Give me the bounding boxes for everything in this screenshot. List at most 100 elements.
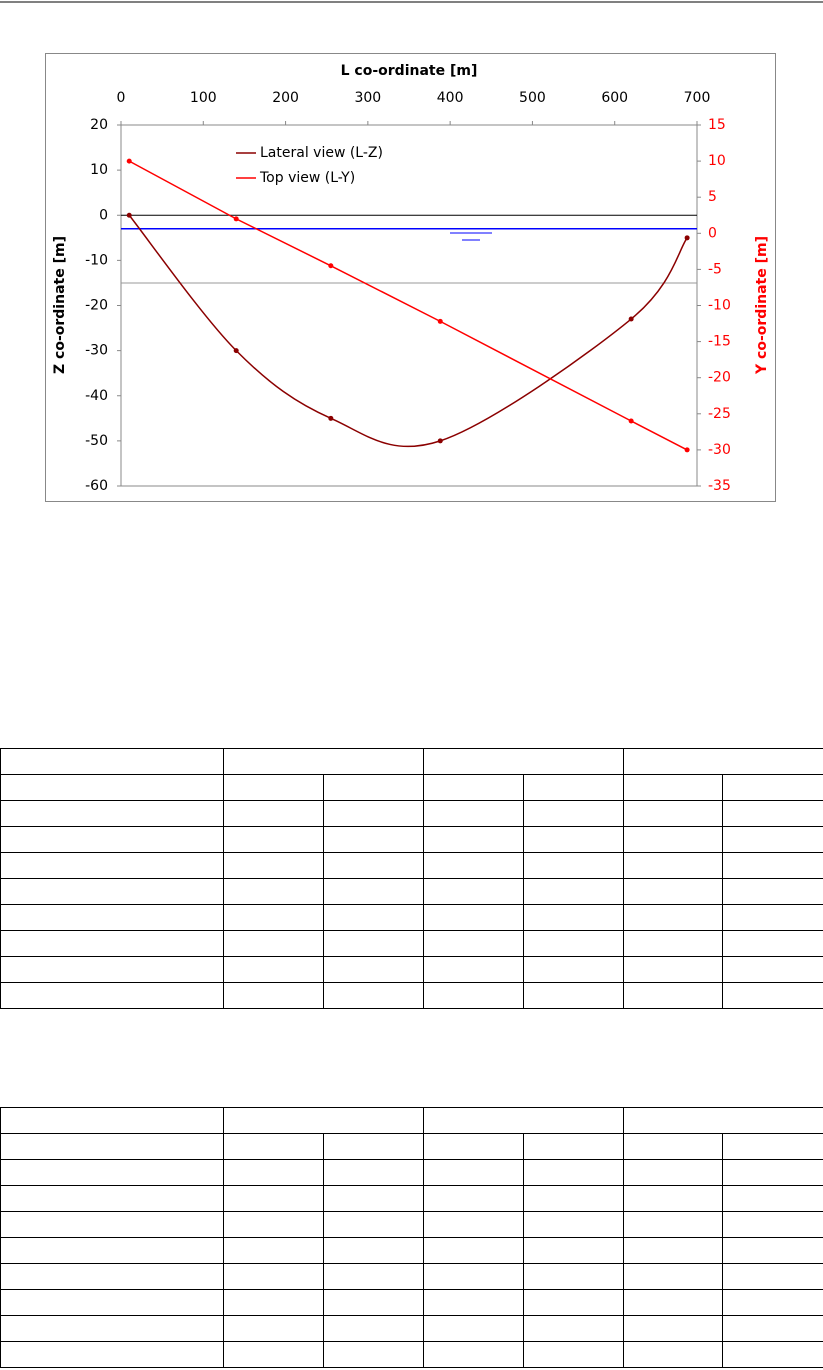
table-cell [722,1289,823,1316]
table-cell [722,878,823,905]
table-cell [323,1237,424,1264]
table-cell [0,1211,224,1238]
table-cell [523,826,624,853]
table-cell [623,904,723,931]
y-tick-label: -40 [85,388,108,404]
legend-label: Top view (L-Y) [259,170,355,186]
table-cell [523,930,624,957]
table-cell [0,1237,224,1264]
table-cell [323,800,424,827]
data-point [328,263,334,269]
table-cell [523,982,624,1009]
y2-tick-label: -5 [708,261,722,277]
table-row [0,1185,823,1212]
table-row [0,1211,823,1238]
y2-tick-label: 5 [708,189,717,205]
table-cell [0,1185,224,1212]
y2-tick-label: -10 [708,298,731,314]
data-point [233,216,239,222]
table-cell [423,1263,524,1290]
table-row [0,1237,823,1264]
table-row [0,1315,823,1342]
y2-axis-title: Y co-ordinate [m] [754,236,770,375]
table-cell [523,878,624,905]
table-cell [323,982,424,1009]
y2-tick-label: 15 [708,117,726,133]
table-cell [623,1133,723,1160]
x-tick-label: 200 [272,90,299,106]
table-cell [722,1237,823,1264]
table-cell [0,748,224,775]
data-point [437,438,443,444]
table-1 [0,748,823,1009]
table-cell [722,1341,823,1368]
table-cell [523,1185,624,1212]
table-cell [523,774,624,801]
table-cell [223,1341,324,1368]
table-cell [423,1159,524,1186]
water-symbol [450,232,492,241]
y-tick-label: 10 [90,162,108,178]
table-cell [623,982,723,1009]
table-cell [223,800,324,827]
table-cell [223,852,324,879]
table-cell [423,956,524,983]
series-line [128,160,688,451]
table-cell [223,1159,324,1186]
y-tick-label: 20 [90,117,108,133]
table-cell [623,1107,823,1134]
table-cell [423,982,524,1009]
table-cell [223,956,324,983]
chart: L co-ordinate [m] Z co-ordinate [m] Y co… [0,1,823,502]
y2-tick-label: 0 [708,225,717,241]
table-cell [323,904,424,931]
table-cell [623,1237,723,1264]
data-point [126,158,132,164]
data-point [628,418,634,424]
table-cell [623,774,723,801]
table-cell [323,930,424,957]
table-cell [722,1185,823,1212]
data-point [684,235,690,241]
table-cell [423,1133,524,1160]
table-cell [223,904,324,931]
table-cell [323,1341,424,1368]
table-cell [323,774,424,801]
table-cell [623,930,723,957]
table-row [0,1159,823,1186]
x-tick-label: 600 [601,90,628,106]
table-cell [523,956,624,983]
table-cell [323,852,424,879]
y2-tick-label: -25 [708,406,731,422]
table-cell [0,1263,224,1290]
table-row [0,982,823,1009]
table-cell [223,1263,324,1290]
table-cell [223,1211,324,1238]
table-row [0,956,823,983]
table-cell [722,904,823,931]
table-cell [623,852,723,879]
data-point [437,318,443,324]
table-cell [523,1159,624,1186]
y-tick-label: -50 [85,433,108,449]
table-cell [323,1159,424,1186]
table-cell [623,1263,723,1290]
table-cell [0,930,224,957]
chart-frame [45,53,776,502]
table-cell [423,904,524,931]
x-tick-label: 400 [437,90,464,106]
y-tick-label: 0 [99,207,108,223]
table-row [0,800,823,827]
y-tick-label: -60 [85,478,108,494]
table-cell [523,1289,624,1316]
table-row [0,748,823,775]
table-cell [623,1341,723,1368]
legend-label: Lateral view (L-Z) [260,145,383,161]
table-cell [523,1211,624,1238]
series-line [128,214,688,448]
table-cell [722,826,823,853]
table-cell [523,800,624,827]
table-cell [323,1315,424,1342]
table-row [0,1289,823,1316]
